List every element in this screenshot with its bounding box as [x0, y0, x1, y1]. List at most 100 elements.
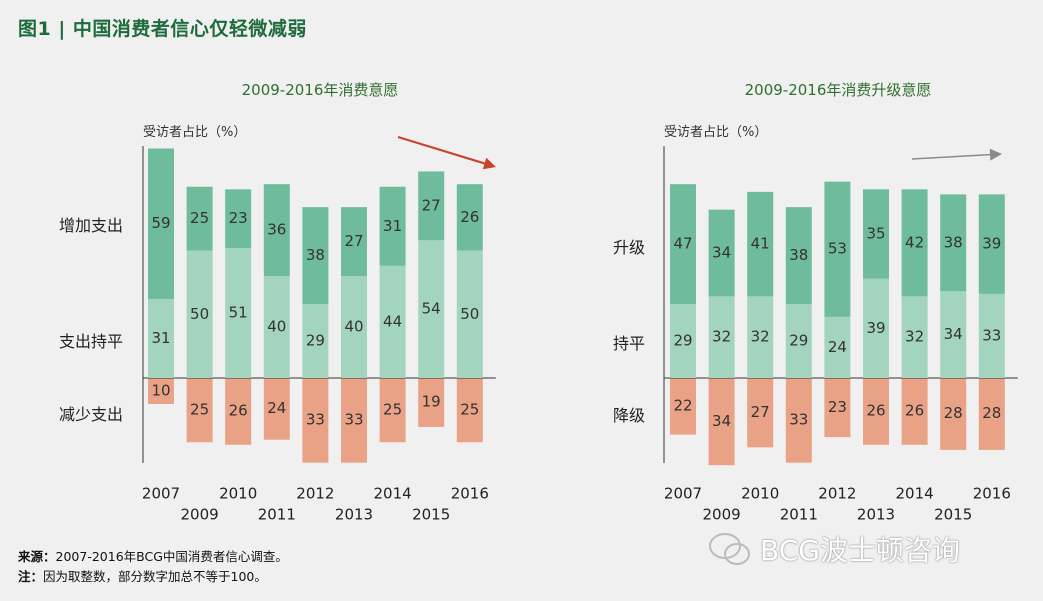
bar-升级-2010: [747, 191, 774, 297]
bar-支出持平-2010: [225, 247, 252, 378]
note-text: 因为取整数，部分数字加总不等于100。: [43, 569, 267, 584]
value-label-增加支出-2015: 27: [422, 196, 441, 214]
x-tick-label-2011: 2011: [780, 506, 818, 524]
value-label-降级-2014: 26: [905, 402, 924, 420]
value-label-减少支出-2014: 25: [383, 400, 402, 418]
bar-降级-2010: [747, 378, 774, 448]
bar-支出持平-2013: [341, 276, 367, 378]
bar-增加支出-2009: [186, 186, 213, 251]
value-label-升级-2007: 47: [673, 235, 692, 253]
bar-升级-2009: [708, 209, 735, 297]
value-label-支出持平-2015: 54: [422, 300, 441, 318]
bar-减少支出-2016: [456, 378, 483, 443]
value-label-减少支出-2010: 26: [229, 402, 248, 420]
value-label-增加支出-2009: 25: [190, 209, 209, 227]
value-label-持平-2016: 33: [982, 326, 1001, 344]
left-row-label-decrease: 减少支出: [59, 405, 124, 424]
value-label-降级-2015: 28: [944, 404, 963, 422]
value-label-升级-2012: 53: [828, 240, 847, 258]
value-label-降级-2012: 23: [828, 398, 847, 416]
value-label-减少支出-2015: 19: [422, 393, 441, 411]
x-tick-label-2010: 2010: [219, 485, 257, 503]
value-label-降级-2007: 22: [673, 397, 692, 415]
bar-升级-2011: [785, 207, 812, 305]
x-tick-label-2010: 2010: [741, 485, 779, 503]
value-label-支出持平-2007: 31: [151, 329, 170, 347]
bar-支出持平-2011: [263, 276, 290, 378]
value-label-支出持平-2011: 40: [267, 318, 286, 336]
figure-title: 图1 | 中国消费者信心仅轻微减弱: [18, 18, 307, 40]
right-chart-title: 2009-2016年消费升级意愿: [744, 81, 932, 99]
bar-持平-2007: [670, 304, 696, 378]
value-label-增加支出-2012: 38: [306, 246, 325, 264]
source-label: 来源：: [18, 549, 56, 564]
bar-支出持平-2012: [302, 304, 329, 378]
value-label-持平-2007: 29: [673, 332, 692, 350]
bar-降级-2009: [708, 378, 735, 466]
value-label-降级-2016: 28: [982, 404, 1001, 422]
value-label-升级-2010: 41: [751, 235, 770, 253]
bar-升级-2016: [978, 194, 1005, 294]
bar-增加支出-2012: [302, 207, 329, 305]
x-tick-label-2009: 2009: [181, 506, 219, 524]
bar-减少支出-2015: [418, 378, 445, 427]
bar-支出持平-2014: [379, 265, 406, 378]
value-label-增加支出-2010: 23: [229, 209, 248, 227]
bar-升级-2012: [824, 181, 851, 317]
bar-降级-2012: [824, 378, 851, 438]
value-label-持平-2011: 29: [789, 332, 808, 350]
value-label-降级-2013: 26: [866, 402, 885, 420]
bar-增加支出-2011: [263, 184, 290, 276]
bar-持平-2009: [708, 296, 735, 378]
value-label-持平-2014: 32: [905, 328, 924, 346]
wechat-icon: [709, 533, 750, 565]
bar-增加支出-2007: [148, 148, 174, 299]
value-label-支出持平-2010: 51: [229, 303, 248, 321]
bar-持平-2012: [824, 316, 851, 378]
bar-降级-2014: [901, 378, 928, 445]
bar-持平-2011: [785, 304, 812, 378]
value-label-降级-2009: 34: [712, 412, 731, 430]
note-label: 注：: [18, 569, 44, 584]
value-label-支出持平-2014: 44: [383, 312, 402, 330]
x-tick-label-2014: 2014: [374, 485, 412, 503]
value-label-增加支出-2011: 36: [267, 221, 286, 239]
x-tick-label-2012: 2012: [818, 485, 856, 503]
value-label-支出持平-2016: 50: [460, 305, 479, 323]
source-footnote: 来源：2007-2016年BCG中国消费者信心调查。: [18, 546, 288, 565]
value-label-降级-2010: 27: [751, 403, 770, 421]
bar-减少支出-2014: [379, 378, 406, 443]
trend-arrow-head-1: [989, 148, 1002, 161]
right-row-label-downgrade: 降级: [613, 406, 646, 425]
bar-减少支出-2013: [341, 378, 367, 463]
x-tick-label-2013: 2013: [335, 506, 373, 524]
bar-持平-2015: [940, 291, 967, 378]
value-label-增加支出-2007: 59: [151, 214, 170, 232]
right-row-label-upgrade: 升级: [613, 238, 646, 257]
value-label-减少支出-2013: 33: [344, 411, 363, 429]
value-label-持平-2010: 32: [751, 328, 770, 346]
value-label-增加支出-2016: 26: [460, 208, 479, 226]
x-tick-label-2007: 2007: [664, 485, 702, 503]
x-tick-label-2015: 2015: [934, 506, 972, 524]
bar-减少支出-2011: [263, 378, 290, 440]
x-tick-label-2015: 2015: [412, 506, 450, 524]
bar-降级-2013: [863, 378, 889, 445]
value-label-升级-2015: 38: [944, 233, 963, 251]
value-label-增加支出-2014: 31: [383, 217, 402, 235]
trend-arrow-line-0: [397, 135, 485, 165]
bar-支出持平-2016: [456, 250, 483, 378]
left-row-label-increase: 增加支出: [59, 216, 124, 235]
source-text: 2007-2016年BCG中国消费者信心调查。: [55, 549, 288, 564]
x-tick-label-2013: 2013: [857, 506, 895, 524]
x-tick-label-2011: 2011: [258, 506, 296, 524]
value-label-增加支出-2013: 27: [344, 232, 363, 250]
value-label-降级-2011: 33: [789, 411, 808, 429]
left-chart-title: 2009-2016年消费意愿: [241, 81, 399, 99]
left-y-unit-label: 受访者占比（%）: [143, 125, 247, 140]
x-tick-label-2009: 2009: [703, 506, 741, 524]
value-label-持平-2012: 24: [828, 338, 847, 356]
bar-降级-2007: [670, 378, 696, 435]
bar-降级-2016: [978, 378, 1005, 450]
value-label-升级-2009: 34: [712, 244, 731, 262]
